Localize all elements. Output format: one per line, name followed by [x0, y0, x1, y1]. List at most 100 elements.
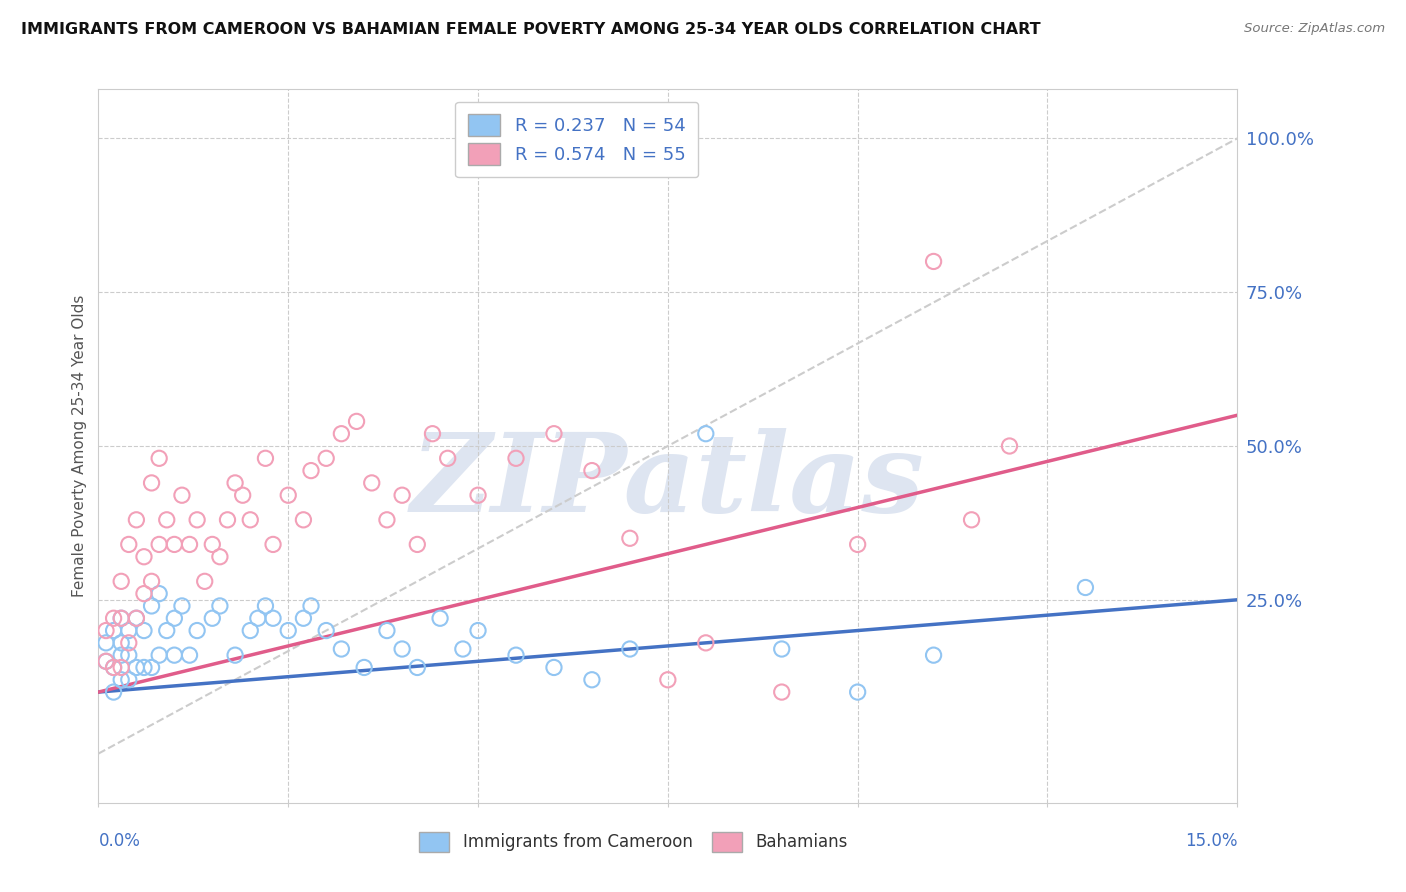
- Point: [94, 636, 117, 650]
- Point: [353, 660, 375, 674]
- Point: [103, 660, 125, 674]
- Point: [141, 475, 163, 490]
- Point: [148, 537, 170, 551]
- Point: [429, 611, 451, 625]
- Point: [110, 611, 132, 625]
- Point: [110, 673, 132, 687]
- Point: [543, 426, 565, 441]
- Point: [132, 660, 155, 674]
- Point: [770, 642, 793, 657]
- Point: [103, 685, 125, 699]
- Point: [208, 549, 231, 564]
- Point: [156, 624, 179, 638]
- Point: [224, 648, 246, 662]
- Point: [156, 513, 179, 527]
- Point: [141, 599, 163, 613]
- Point: [132, 624, 155, 638]
- Point: [360, 475, 382, 490]
- Point: [375, 513, 398, 527]
- Point: [467, 488, 489, 502]
- Point: [232, 488, 254, 502]
- Point: [224, 475, 246, 490]
- Point: [170, 599, 193, 613]
- Point: [186, 513, 208, 527]
- Point: [467, 624, 489, 638]
- Point: [330, 642, 353, 657]
- Point: [695, 636, 717, 650]
- Point: [103, 624, 125, 638]
- Point: [186, 624, 208, 638]
- Point: [118, 673, 141, 687]
- Point: [292, 611, 315, 625]
- Point: [254, 451, 277, 466]
- Point: [148, 587, 170, 601]
- Point: [239, 513, 262, 527]
- Point: [315, 451, 337, 466]
- Point: [657, 673, 679, 687]
- Point: [770, 685, 793, 699]
- Point: [292, 513, 315, 527]
- Point: [103, 660, 125, 674]
- Point: [846, 685, 869, 699]
- Point: [110, 611, 132, 625]
- Point: [406, 537, 429, 551]
- Point: [125, 513, 148, 527]
- Point: [110, 660, 132, 674]
- Point: [391, 488, 413, 502]
- Text: IMMIGRANTS FROM CAMEROON VS BAHAMIAN FEMALE POVERTY AMONG 25-34 YEAR OLDS CORREL: IMMIGRANTS FROM CAMEROON VS BAHAMIAN FEM…: [21, 22, 1040, 37]
- Text: 15.0%: 15.0%: [1185, 831, 1237, 849]
- Point: [201, 537, 224, 551]
- Point: [406, 660, 429, 674]
- Point: [239, 624, 262, 638]
- Point: [1074, 581, 1097, 595]
- Point: [254, 599, 277, 613]
- Point: [846, 537, 869, 551]
- Point: [960, 513, 983, 527]
- Point: [94, 624, 117, 638]
- Point: [201, 611, 224, 625]
- Point: [315, 624, 337, 638]
- Point: [998, 439, 1021, 453]
- Point: [208, 599, 231, 613]
- Point: [163, 611, 186, 625]
- Point: [170, 488, 193, 502]
- Point: [148, 648, 170, 662]
- Point: [262, 611, 284, 625]
- Point: [110, 636, 132, 650]
- Point: [118, 636, 141, 650]
- Point: [695, 426, 717, 441]
- Point: [436, 451, 458, 466]
- Point: [581, 464, 603, 478]
- Point: [299, 599, 322, 613]
- Point: [110, 648, 132, 662]
- Point: [94, 654, 117, 668]
- Point: [246, 611, 269, 625]
- Point: [922, 254, 945, 268]
- Point: [179, 648, 201, 662]
- Point: [110, 574, 132, 589]
- Point: [619, 642, 641, 657]
- Point: [118, 648, 141, 662]
- Point: [391, 642, 413, 657]
- Point: [619, 531, 641, 545]
- Point: [543, 660, 565, 674]
- Point: [125, 611, 148, 625]
- Point: [505, 451, 527, 466]
- Point: [262, 537, 284, 551]
- Point: [299, 464, 322, 478]
- Y-axis label: Female Poverty Among 25-34 Year Olds: Female Poverty Among 25-34 Year Olds: [72, 295, 87, 597]
- Point: [141, 574, 163, 589]
- Point: [277, 624, 299, 638]
- Point: [132, 587, 155, 601]
- Point: [103, 611, 125, 625]
- Point: [346, 414, 368, 428]
- Text: 0.0%: 0.0%: [98, 831, 141, 849]
- Point: [330, 426, 353, 441]
- Point: [125, 611, 148, 625]
- Legend: Immigrants from Cameroon, Bahamians: Immigrants from Cameroon, Bahamians: [412, 825, 855, 859]
- Point: [422, 426, 444, 441]
- Point: [375, 624, 398, 638]
- Point: [922, 648, 945, 662]
- Point: [125, 660, 148, 674]
- Text: ZIPatlas: ZIPatlas: [411, 428, 925, 535]
